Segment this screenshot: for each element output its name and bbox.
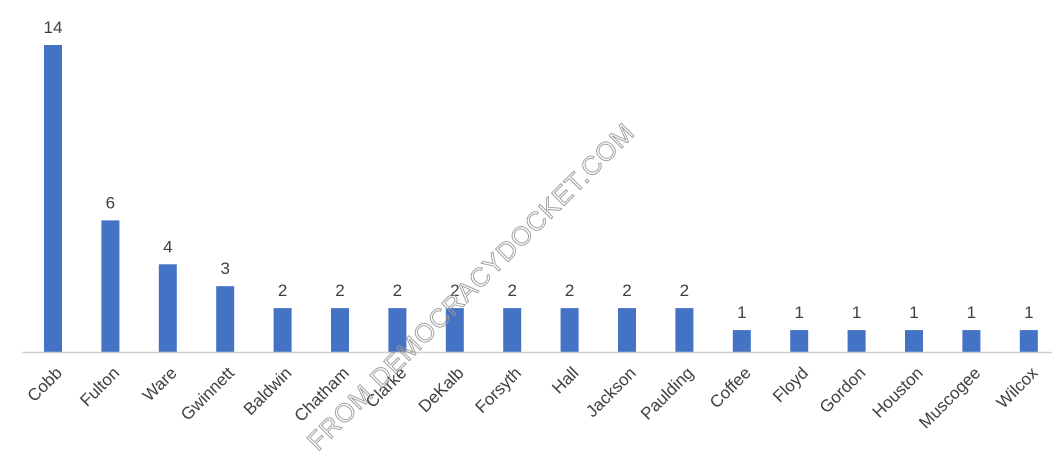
value-label-ware: 4 bbox=[163, 237, 172, 256]
value-label-muscogee: 1 bbox=[967, 303, 976, 322]
value-label-fulton: 6 bbox=[106, 193, 115, 212]
value-label-dekalb: 2 bbox=[450, 281, 459, 300]
category-label-baldwin: Baldwin bbox=[240, 363, 296, 419]
bar-wilcox bbox=[1019, 330, 1038, 352]
value-label-gwinnett: 3 bbox=[220, 259, 229, 278]
bar-clarke bbox=[388, 308, 407, 352]
category-label-floyd: Floyd bbox=[769, 363, 812, 406]
bar-coffee bbox=[732, 330, 751, 352]
category-label-gwinnett: Gwinnett bbox=[177, 363, 238, 424]
value-label-houston: 1 bbox=[909, 303, 918, 322]
bar-dekalb bbox=[445, 308, 464, 352]
bars-group bbox=[44, 45, 1038, 352]
value-label-baldwin: 2 bbox=[278, 281, 287, 300]
category-label-wilcox: Wilcox bbox=[993, 363, 1042, 412]
bar-houston bbox=[905, 330, 923, 352]
value-labels-group: 14 6 4 3 2 2 2 2 2 2 2 2 1 1 1 1 1 1 bbox=[44, 18, 1034, 322]
category-label-coffee: Coffee bbox=[706, 363, 755, 412]
category-label-muscogee: Muscogee bbox=[915, 363, 984, 432]
value-label-clarke: 2 bbox=[393, 281, 402, 300]
bar-baldwin bbox=[273, 308, 292, 352]
category-label-houston: Houston bbox=[869, 363, 927, 421]
value-label-hall: 2 bbox=[565, 281, 574, 300]
value-label-wilcox: 1 bbox=[1024, 303, 1033, 322]
category-label-paulding: Paulding bbox=[637, 363, 697, 423]
category-label-forsyth: Forsyth bbox=[472, 363, 526, 417]
category-label-jackson: Jackson bbox=[582, 363, 640, 421]
bar-fulton bbox=[101, 220, 120, 352]
bar-cobb bbox=[44, 45, 62, 352]
bar-floyd bbox=[790, 330, 809, 352]
bar-forsyth bbox=[503, 308, 522, 352]
value-label-chatham: 2 bbox=[335, 281, 344, 300]
category-label-ware: Ware bbox=[139, 363, 181, 405]
value-label-paulding: 2 bbox=[680, 281, 689, 300]
bar-muscogee bbox=[962, 330, 981, 352]
bar-hall bbox=[560, 308, 579, 352]
bar-gordon bbox=[847, 330, 866, 352]
bar-ware bbox=[158, 264, 177, 352]
value-label-jackson: 2 bbox=[622, 281, 631, 300]
value-label-cobb: 14 bbox=[44, 18, 63, 37]
category-label-dekalb: DeKalb bbox=[415, 363, 468, 416]
category-label-cobb: Cobb bbox=[24, 363, 66, 405]
value-label-gordon: 1 bbox=[852, 303, 861, 322]
value-label-coffee: 1 bbox=[737, 303, 746, 322]
bar-chatham bbox=[331, 308, 349, 352]
category-label-gordon: Gordon bbox=[816, 363, 870, 417]
value-label-floyd: 1 bbox=[794, 303, 803, 322]
bar-jackson bbox=[618, 308, 636, 352]
bar-paulding bbox=[675, 308, 694, 352]
category-label-hall: Hall bbox=[548, 363, 582, 397]
category-label-fulton: Fulton bbox=[76, 363, 123, 410]
bar-gwinnett bbox=[216, 286, 235, 352]
value-label-forsyth: 2 bbox=[507, 281, 516, 300]
